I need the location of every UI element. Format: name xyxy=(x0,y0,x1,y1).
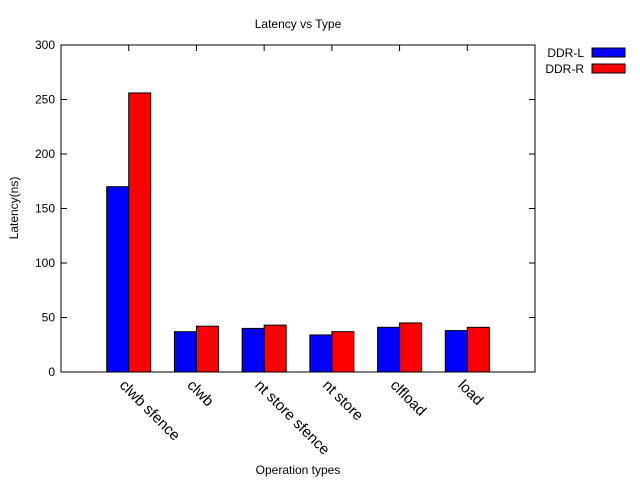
bar-ddr-r-2 xyxy=(263,324,287,373)
bar-ddr-l-4 xyxy=(377,326,401,373)
x-tick-label: load xyxy=(454,377,486,409)
bar-ddr-r-4 xyxy=(399,322,423,373)
x-tick-label: clfload xyxy=(387,377,430,420)
bar-ddr-l-2 xyxy=(241,327,265,373)
y-tick-label: 250 xyxy=(35,93,55,107)
legend: DDR-L DDR-R xyxy=(545,46,626,76)
legend-swatch-ddr-l xyxy=(591,47,626,58)
legend-swatch-ddr-r xyxy=(591,63,626,74)
y-tick-label: 300 xyxy=(35,38,55,52)
bar-ddr-r-3 xyxy=(331,331,355,373)
plot-frame xyxy=(60,44,536,373)
y-tick-label: 0 xyxy=(48,365,55,379)
bar-ddr-l-3 xyxy=(309,334,333,373)
x-tick-label: clwb xyxy=(184,377,217,410)
y-tick-label: 150 xyxy=(35,202,55,216)
x-tick-label: clwb sfence xyxy=(116,377,183,444)
bar-ddr-r-5 xyxy=(466,326,490,373)
legend-label: DDR-R xyxy=(545,62,584,76)
bar-ddr-l-5 xyxy=(444,330,468,373)
bar-ddr-r-1 xyxy=(195,325,219,373)
y-tick-label: 50 xyxy=(42,311,56,325)
x-tick-label: nt store xyxy=(319,377,366,424)
y-tick-label: 200 xyxy=(35,147,55,161)
y-tick-label: 100 xyxy=(35,256,55,270)
bar-ddr-l-1 xyxy=(173,331,197,373)
legend-label: DDR-L xyxy=(547,46,584,60)
plot-area: 0 50 100 150 200 250 300 clwb sfence clwb nt stor… xyxy=(35,38,536,458)
chart-title: Latency vs Type xyxy=(255,17,342,31)
y-axis-label: Latency(ns) xyxy=(7,177,21,240)
bar-ddr-l-0 xyxy=(106,186,130,373)
bar-ddr-r-0 xyxy=(128,92,152,373)
x-axis-label: Operation types xyxy=(256,463,341,477)
